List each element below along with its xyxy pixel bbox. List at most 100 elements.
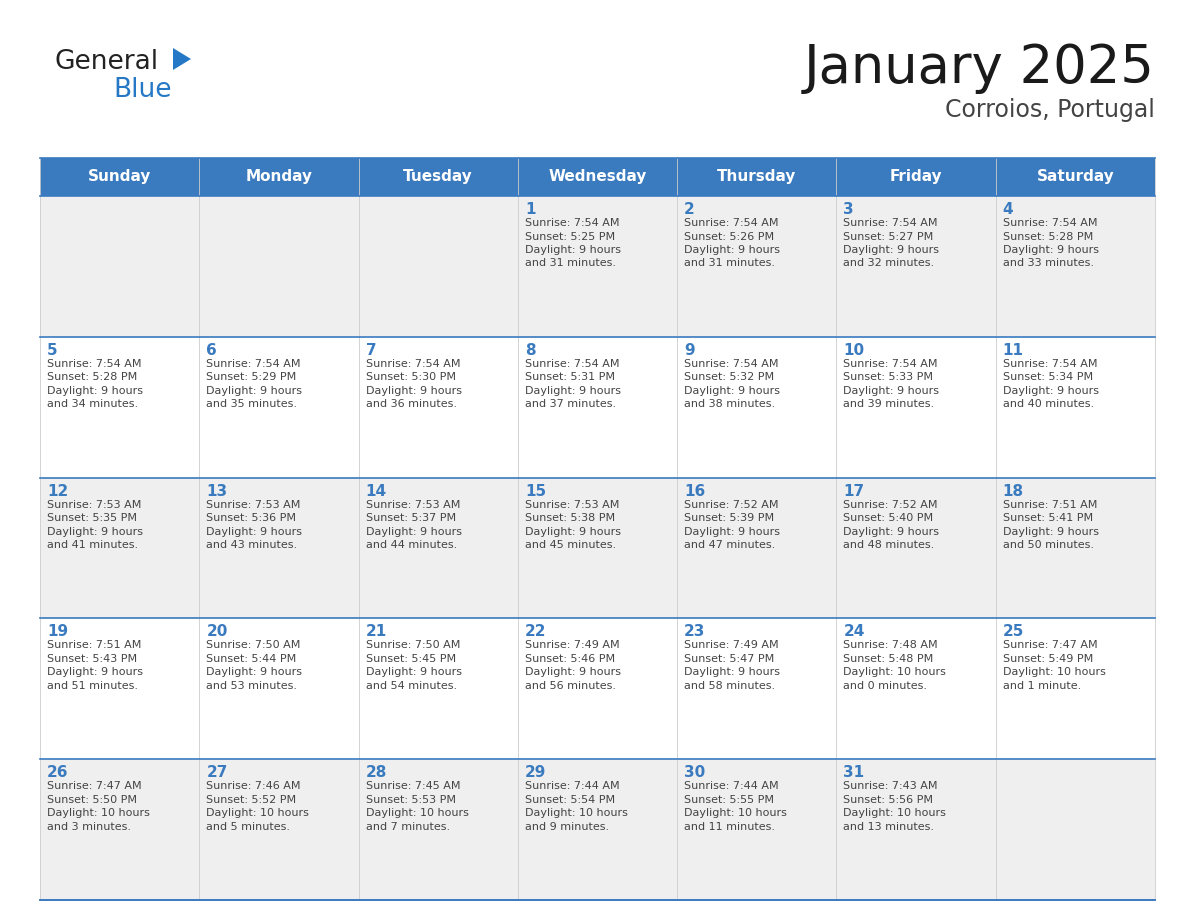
Text: 13: 13	[207, 484, 227, 498]
Text: 2: 2	[684, 202, 695, 217]
Text: and 3 minutes.: and 3 minutes.	[48, 822, 131, 832]
Text: Sunrise: 7:52 AM: Sunrise: 7:52 AM	[843, 499, 939, 509]
Text: Sunrise: 7:50 AM: Sunrise: 7:50 AM	[366, 641, 460, 650]
Text: Daylight: 9 hours: Daylight: 9 hours	[843, 386, 940, 396]
Text: January 2025: January 2025	[804, 42, 1155, 94]
Text: Daylight: 9 hours: Daylight: 9 hours	[1003, 245, 1099, 255]
Text: Daylight: 10 hours: Daylight: 10 hours	[843, 808, 947, 818]
Text: Daylight: 10 hours: Daylight: 10 hours	[48, 808, 150, 818]
Text: Sunrise: 7:51 AM: Sunrise: 7:51 AM	[48, 641, 141, 650]
Text: Daylight: 10 hours: Daylight: 10 hours	[525, 808, 627, 818]
Text: Sunset: 5:39 PM: Sunset: 5:39 PM	[684, 513, 775, 523]
Text: Sunset: 5:45 PM: Sunset: 5:45 PM	[366, 654, 456, 664]
Text: and 44 minutes.: and 44 minutes.	[366, 540, 457, 550]
Text: Daylight: 10 hours: Daylight: 10 hours	[684, 808, 786, 818]
Text: and 40 minutes.: and 40 minutes.	[1003, 399, 1094, 409]
Bar	[359, 158, 518, 196]
Bar	[40, 477, 1155, 619]
Text: 27: 27	[207, 766, 228, 780]
Text: Sunset: 5:37 PM: Sunset: 5:37 PM	[366, 513, 456, 523]
Text: Sunset: 5:52 PM: Sunset: 5:52 PM	[207, 795, 297, 805]
Text: 23: 23	[684, 624, 706, 640]
Text: Daylight: 9 hours: Daylight: 9 hours	[684, 245, 781, 255]
Text: 19: 19	[48, 624, 68, 640]
Text: 16: 16	[684, 484, 706, 498]
Text: 9: 9	[684, 342, 695, 358]
Text: 11: 11	[1003, 342, 1024, 358]
Bar	[40, 619, 1155, 759]
Text: Sunset: 5:50 PM: Sunset: 5:50 PM	[48, 795, 137, 805]
Text: and 47 minutes.: and 47 minutes.	[684, 540, 776, 550]
Text: Monday: Monday	[246, 170, 312, 185]
Text: Sunset: 5:48 PM: Sunset: 5:48 PM	[843, 654, 934, 664]
Text: 21: 21	[366, 624, 387, 640]
Text: Sunrise: 7:54 AM: Sunrise: 7:54 AM	[843, 218, 939, 228]
Text: Daylight: 9 hours: Daylight: 9 hours	[684, 386, 781, 396]
Text: and 33 minutes.: and 33 minutes.	[1003, 259, 1094, 268]
Text: Sunset: 5:49 PM: Sunset: 5:49 PM	[1003, 654, 1093, 664]
Text: and 50 minutes.: and 50 minutes.	[1003, 540, 1094, 550]
Text: Daylight: 10 hours: Daylight: 10 hours	[843, 667, 947, 677]
Text: Sunset: 5:26 PM: Sunset: 5:26 PM	[684, 231, 775, 241]
Text: Daylight: 9 hours: Daylight: 9 hours	[525, 667, 621, 677]
Text: Daylight: 9 hours: Daylight: 9 hours	[843, 527, 940, 537]
Text: Daylight: 9 hours: Daylight: 9 hours	[207, 667, 302, 677]
Text: 29: 29	[525, 766, 546, 780]
Text: Sunset: 5:34 PM: Sunset: 5:34 PM	[1003, 373, 1093, 382]
Polygon shape	[173, 48, 191, 70]
Text: 28: 28	[366, 766, 387, 780]
Text: Corroios, Portugal: Corroios, Portugal	[946, 98, 1155, 122]
Text: and 43 minutes.: and 43 minutes.	[207, 540, 297, 550]
Text: Daylight: 9 hours: Daylight: 9 hours	[525, 245, 621, 255]
Text: 26: 26	[48, 766, 69, 780]
Text: Daylight: 9 hours: Daylight: 9 hours	[525, 527, 621, 537]
Text: 6: 6	[207, 342, 217, 358]
Text: Sunset: 5:40 PM: Sunset: 5:40 PM	[843, 513, 934, 523]
Text: 4: 4	[1003, 202, 1013, 217]
Text: and 38 minutes.: and 38 minutes.	[684, 399, 776, 409]
Text: Daylight: 9 hours: Daylight: 9 hours	[207, 386, 302, 396]
Text: and 7 minutes.: and 7 minutes.	[366, 822, 450, 832]
Text: 10: 10	[843, 342, 865, 358]
Text: General: General	[55, 49, 159, 75]
Text: Sunset: 5:29 PM: Sunset: 5:29 PM	[207, 373, 297, 382]
Bar	[996, 158, 1155, 196]
Text: Friday: Friday	[890, 170, 942, 185]
Text: Sunrise: 7:47 AM: Sunrise: 7:47 AM	[48, 781, 141, 791]
Text: Sunrise: 7:53 AM: Sunrise: 7:53 AM	[366, 499, 460, 509]
Bar	[677, 158, 836, 196]
Bar	[200, 158, 359, 196]
Text: 5: 5	[48, 342, 58, 358]
Text: Blue: Blue	[113, 77, 171, 103]
Text: 18: 18	[1003, 484, 1024, 498]
Text: Sunset: 5:35 PM: Sunset: 5:35 PM	[48, 513, 137, 523]
Text: and 58 minutes.: and 58 minutes.	[684, 681, 776, 691]
Text: Sunset: 5:43 PM: Sunset: 5:43 PM	[48, 654, 137, 664]
Text: Sunrise: 7:47 AM: Sunrise: 7:47 AM	[1003, 641, 1098, 650]
Text: and 51 minutes.: and 51 minutes.	[48, 681, 138, 691]
Text: Sunrise: 7:49 AM: Sunrise: 7:49 AM	[525, 641, 619, 650]
Text: and 48 minutes.: and 48 minutes.	[843, 540, 935, 550]
Text: and 37 minutes.: and 37 minutes.	[525, 399, 617, 409]
Text: and 56 minutes.: and 56 minutes.	[525, 681, 615, 691]
Text: 12: 12	[48, 484, 68, 498]
Text: Sunrise: 7:48 AM: Sunrise: 7:48 AM	[843, 641, 939, 650]
Text: 22: 22	[525, 624, 546, 640]
Text: Sunset: 5:47 PM: Sunset: 5:47 PM	[684, 654, 775, 664]
Text: and 31 minutes.: and 31 minutes.	[684, 259, 775, 268]
Text: 31: 31	[843, 766, 865, 780]
Text: Tuesday: Tuesday	[404, 170, 473, 185]
Text: Sunrise: 7:46 AM: Sunrise: 7:46 AM	[207, 781, 301, 791]
Text: and 0 minutes.: and 0 minutes.	[843, 681, 928, 691]
Text: Sunrise: 7:54 AM: Sunrise: 7:54 AM	[207, 359, 301, 369]
Text: and 36 minutes.: and 36 minutes.	[366, 399, 456, 409]
Text: Daylight: 9 hours: Daylight: 9 hours	[1003, 527, 1099, 537]
Text: and 34 minutes.: and 34 minutes.	[48, 399, 138, 409]
Bar	[518, 158, 677, 196]
Text: Daylight: 9 hours: Daylight: 9 hours	[48, 527, 143, 537]
Text: Daylight: 9 hours: Daylight: 9 hours	[366, 386, 462, 396]
Text: 8: 8	[525, 342, 536, 358]
Text: and 53 minutes.: and 53 minutes.	[207, 681, 297, 691]
Bar	[40, 158, 200, 196]
Text: Sunrise: 7:44 AM: Sunrise: 7:44 AM	[525, 781, 619, 791]
